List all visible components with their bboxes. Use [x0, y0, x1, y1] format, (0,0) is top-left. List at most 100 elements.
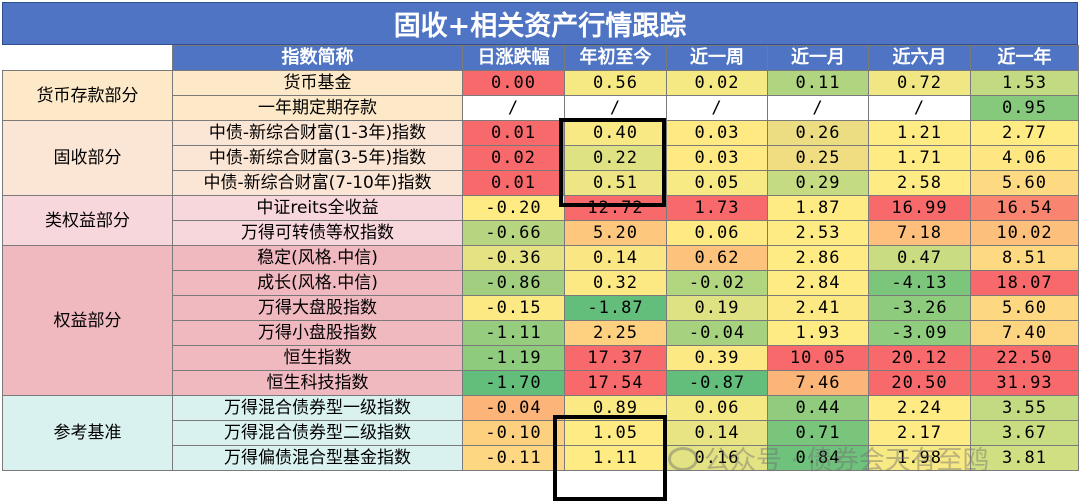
value-cell-1m: 7.46 — [767, 370, 869, 396]
value-cell-1y: 3.55 — [970, 395, 1079, 421]
value-cell-1m: 0.25 — [767, 145, 869, 171]
market-tracking-table: 指数简称 日涨跌幅 年初至今 近一周 近一月 近六月 近一年 货币存款部分 货币基… — [2, 45, 1079, 471]
table-row: 权益部分 稳定(风格.中信) -0.36 0.14 0.62 2.86 0.47 8.51 — [2, 245, 1079, 396]
value-cell-1m: 2.86 — [767, 245, 869, 271]
report-title: 固收+相关资产行情跟踪 — [2, 2, 1078, 45]
value-cell-1y: 7.40 — [970, 320, 1079, 346]
value-cell-6m: 7.18 — [868, 220, 971, 246]
value-cell-daily-change: -0.20 — [462, 195, 565, 221]
header-group-corner — [2, 45, 173, 71]
value-cell-1m: 2.84 — [767, 270, 869, 296]
value-cell-ytd: 0.51 — [564, 170, 667, 196]
value-cell-ytd: 0.56 — [564, 70, 667, 96]
value-cell-6m: -3.09 — [868, 320, 971, 346]
value-cell-1w: 0.02 — [666, 70, 768, 96]
index-name-cell: 万得混合债券型二级指数 — [172, 420, 463, 446]
value-cell-6m: 20.50 — [868, 370, 971, 396]
header-1w: 近一周 — [666, 45, 768, 71]
table-row: 恒生指数 -1.19 17.37 0.39 10.05 20.12 22.50 — [3, 345, 1079, 371]
index-name-cell: 成长(风格.中信) — [172, 270, 463, 296]
value-cell-1y: 8.51 — [970, 245, 1079, 271]
value-cell-6m: 1.21 — [868, 120, 971, 146]
value-cell-1y: 4.06 — [970, 145, 1079, 171]
value-cell-1w: 0.62 — [666, 245, 768, 271]
value-cell-ytd: 17.54 — [564, 370, 667, 396]
index-name-cell: 中债-新综合财富(3-5年)指数 — [172, 145, 463, 171]
value-cell-1w: 0.14 — [666, 420, 768, 446]
table-row: 万得偏债混合型基金指数 -0.11 1.11 0.16 0.84 1.98 3.81 — [3, 445, 1079, 471]
value-cell-6m: -4.13 — [868, 270, 971, 296]
table-row: 参考基准 万得混合债券型一级指数 -0.04 0.89 0.06 0.44 2.24 3.55 — [2, 395, 1079, 471]
value-cell-1m: 0.44 — [767, 395, 869, 421]
index-name-cell: 中债-新综合财富(1-3年)指数 — [172, 120, 463, 146]
group-label-ref: 参考基准 — [2, 395, 173, 471]
value-cell-1y: 3.67 — [970, 420, 1079, 446]
group-label-money: 货币存款部分 — [2, 70, 173, 121]
value-cell-1y: 5.60 — [970, 170, 1079, 196]
value-cell-1w: 0.19 — [666, 295, 768, 321]
header-1m: 近一月 — [767, 45, 869, 71]
value-cell-6m: 0.47 — [868, 245, 971, 271]
value-cell-1m: 0.71 — [767, 420, 869, 446]
value-cell-ytd: 0.32 — [564, 270, 667, 296]
value-cell-1y: 22.50 — [970, 345, 1079, 371]
value-cell-6m: -3.26 — [868, 295, 971, 321]
value-cell-1w: 0.03 — [666, 120, 768, 146]
value-cell-6m: 2.58 — [868, 170, 971, 196]
value-cell-1w: / — [666, 95, 768, 121]
index-name-cell: 恒生科技指数 — [172, 370, 463, 396]
value-cell-6m: 2.24 — [868, 395, 971, 421]
value-cell-1y: 18.07 — [970, 270, 1079, 296]
group-label-quasi: 类权益部分 — [2, 195, 173, 246]
value-cell-ytd: 12.72 — [564, 195, 667, 221]
group-label-fixed: 固收部分 — [2, 120, 173, 196]
value-cell-1w: 0.39 — [666, 345, 768, 371]
index-name-cell: 万得大盘股指数 — [172, 295, 463, 321]
value-cell-ytd: / — [564, 95, 667, 121]
table-row: 万得大盘股指数 -0.15 -1.87 0.19 2.41 -3.26 5.60 — [3, 295, 1079, 321]
value-cell-ytd: 0.40 — [564, 120, 667, 146]
value-cell-1y: 3.81 — [970, 445, 1079, 471]
value-cell-ytd: 5.20 — [564, 220, 667, 246]
value-cell-ytd: 0.89 — [564, 395, 667, 421]
value-cell-daily-change: -0.86 — [462, 270, 565, 296]
header-1y: 近一年 — [970, 45, 1079, 71]
table-row: 一年期定期存款 / / / //0.95 — [3, 95, 1079, 121]
value-cell-1m: 2.41 — [767, 295, 869, 321]
value-cell-ytd: 0.14 — [564, 245, 667, 271]
value-cell-daily-change: -1.70 — [462, 370, 565, 396]
value-cell-1y: 5.60 — [970, 295, 1079, 321]
value-cell-daily-change: 0.00 — [462, 70, 565, 96]
value-cell-1m: / — [767, 95, 869, 121]
value-cell-1m: 0.84 — [767, 445, 869, 471]
index-name-cell: 一年期定期存款 — [172, 95, 463, 121]
index-name-cell: 万得小盘股指数 — [172, 320, 463, 346]
value-cell-1y: 16.54 — [970, 195, 1079, 221]
index-name-cell: 万得混合债券型一级指数 — [172, 395, 463, 421]
header-6m: 近六月 — [868, 45, 971, 71]
value-cell-daily-change: 0.01 — [462, 170, 565, 196]
value-cell-ytd: 17.37 — [564, 345, 667, 371]
value-cell-1m: 0.29 — [767, 170, 869, 196]
value-cell-1w: 0.16 — [666, 445, 768, 471]
value-cell-ytd: 0.22 — [564, 145, 667, 171]
value-cell-1m: 0.26 — [767, 120, 869, 146]
value-cell-daily-change: -1.11 — [462, 320, 565, 346]
group-label-equity: 权益部分 — [2, 245, 173, 396]
header-daily-change: 日涨跌幅 — [462, 45, 565, 71]
value-cell-1w: -0.04 — [666, 320, 768, 346]
value-cell-daily-change: 0.01 — [462, 120, 565, 146]
value-cell-daily-change: -0.66 — [462, 220, 565, 246]
value-cell-daily-change: -0.04 — [462, 395, 565, 421]
value-cell-daily-change: -0.36 — [462, 245, 565, 271]
index-name-cell: 中证reits全收益 — [172, 195, 463, 221]
value-cell-1w: -0.87 — [666, 370, 768, 396]
value-cell-ytd: 2.25 — [564, 320, 667, 346]
index-name-cell: 货币基金 — [172, 70, 463, 96]
value-cell-daily-change: -1.19 — [462, 345, 565, 371]
value-cell-daily-change: -0.10 — [462, 420, 565, 446]
value-cell-1w: 0.03 — [666, 145, 768, 171]
value-cell-1m: 1.87 — [767, 195, 869, 221]
value-cell-1m: 1.93 — [767, 320, 869, 346]
